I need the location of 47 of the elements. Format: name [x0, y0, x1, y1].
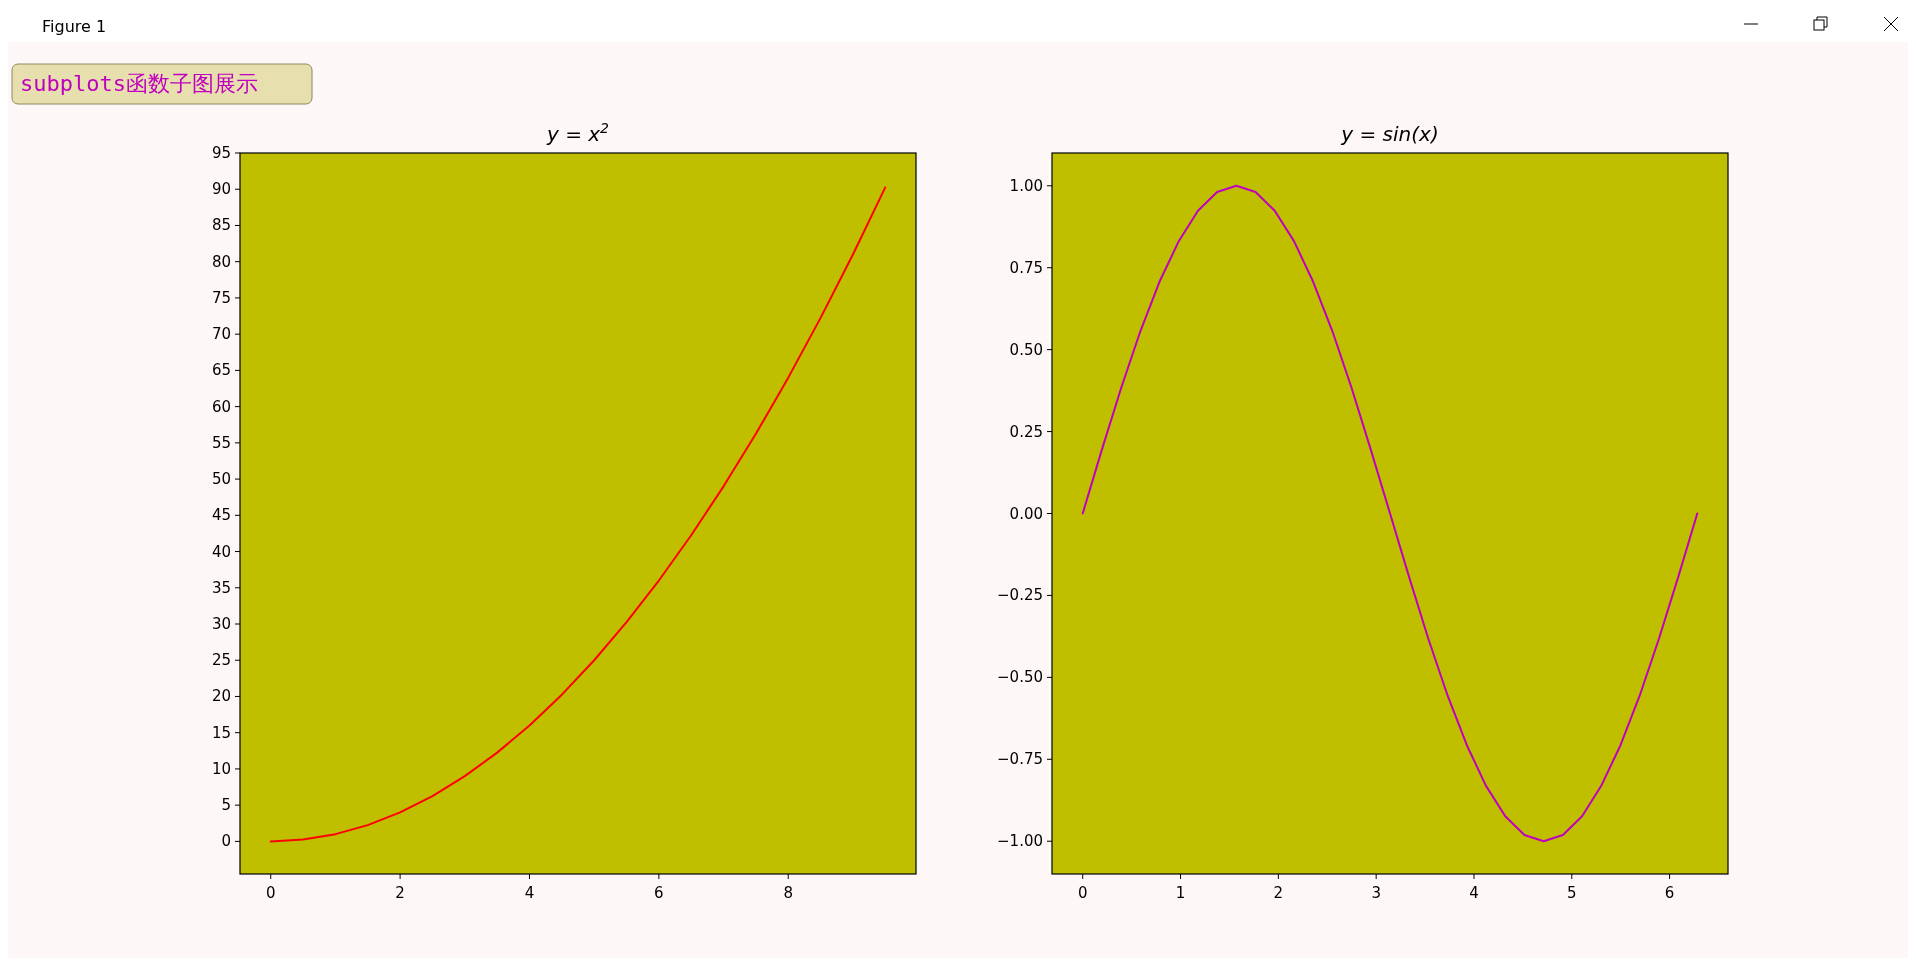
text: subplots函数子图展示 [20, 71, 258, 96]
x-tick-label: 0 [265, 884, 276, 902]
y-tick-label: 20 [211, 687, 231, 706]
y-tick-label: 10 [211, 759, 231, 778]
y-tick-label: 70 [211, 325, 231, 344]
x-tick-label: 4 [524, 884, 535, 902]
y-tick-label: 80 [211, 252, 231, 271]
x-tick-label: 2 [395, 884, 405, 902]
y-tick-label: 0.00 [1009, 504, 1043, 523]
y-tick-label: 0.50 [1009, 340, 1043, 359]
y-tick-label: 35 [211, 578, 231, 597]
x-tick-label: 4 [1469, 884, 1479, 902]
chart-title: y = x$^{2}$ [545, 120, 610, 146]
y-tick-label: −0.25 [997, 586, 1043, 605]
x-tick-label: 6 [1664, 884, 1675, 902]
y-tick-label: 75 [211, 288, 231, 307]
y-tick-label: −1.00 [997, 832, 1043, 851]
y-tick-label: 85 [211, 216, 231, 235]
y-tick-label: −0.75 [997, 750, 1043, 769]
y-tick-label: 55 [211, 433, 231, 452]
y-tick-label: 25 [211, 651, 231, 670]
x-tick-label: 5 [1567, 884, 1577, 902]
y-tick-label: 95 [211, 144, 231, 162]
y-tick-label: 45 [211, 506, 231, 525]
y-tick-label: −0.50 [997, 668, 1043, 687]
line-series [269, 186, 887, 843]
y-tick-label: 30 [211, 615, 231, 634]
y-tick-label: 15 [211, 723, 231, 742]
y-tick-label: 65 [211, 361, 231, 380]
y-tick-label: 1.00 [1009, 176, 1043, 195]
line-series [1081, 184, 1699, 843]
y-tick-label: 0.25 [1009, 422, 1043, 441]
caption: Figure 1 [42, 17, 107, 36]
y-tick-label: 0 [221, 832, 231, 851]
chart-title: y = sin(x) [1340, 122, 1439, 146]
x-tick-label: 1 [1175, 884, 1186, 902]
y-tick-label: 60 [211, 397, 231, 416]
y-tick-label: 50 [211, 470, 231, 489]
y-tick-label: 90 [211, 180, 231, 199]
x-tick-label: 8 [783, 884, 794, 902]
y-tick-label: 40 [211, 542, 231, 561]
y-tick-label: 5 [221, 796, 231, 815]
x-tick-label: 6 [654, 884, 664, 902]
y-tick-label: 0.75 [1009, 258, 1043, 277]
x-tick-label: 3 [1371, 884, 1381, 902]
x-tick-label: 0 [1077, 884, 1088, 902]
x-tick-label: 2 [1273, 884, 1284, 902]
